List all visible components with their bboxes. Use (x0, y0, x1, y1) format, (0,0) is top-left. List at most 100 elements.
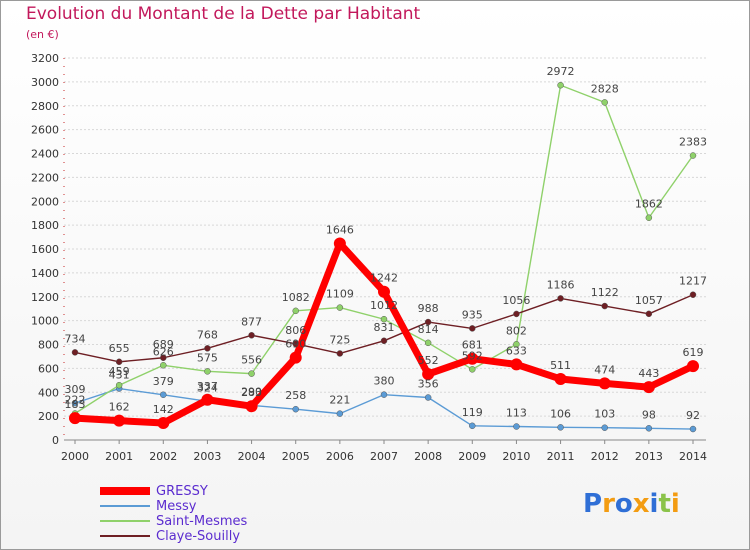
data-point (601, 424, 608, 431)
x-tick-label: 2005 (282, 450, 310, 463)
logo-letter: r (602, 489, 615, 519)
legend-label-messy: Messy (156, 499, 197, 514)
x-tick-label: 2004 (238, 450, 266, 463)
x-tick-label: 2003 (193, 450, 221, 463)
data-label: 221 (329, 394, 350, 407)
data-label: 431 (109, 369, 130, 382)
data-point (245, 400, 258, 413)
x-tick-label: 2014 (679, 450, 707, 463)
data-label: 831 (374, 321, 395, 334)
y-tick-label: 1200 (31, 291, 59, 304)
data-point (554, 372, 567, 385)
data-point (598, 377, 611, 390)
data-point (469, 422, 476, 430)
data-label: 283 (241, 386, 262, 399)
data-label: 1186 (547, 278, 575, 291)
x-tick-label: 2011 (547, 450, 575, 463)
data-label: 511 (550, 359, 571, 372)
y-tick-label: 0 (52, 434, 59, 447)
data-point (201, 393, 214, 406)
y-tick-label: 400 (38, 386, 59, 399)
data-label: 552 (418, 354, 439, 367)
data-point (248, 370, 255, 377)
data-label: 806 (285, 324, 306, 337)
data-point (424, 339, 432, 347)
data-label: 324 (197, 381, 218, 394)
data-label: 443 (638, 367, 659, 380)
data-point (466, 352, 479, 365)
x-tick-label: 2012 (591, 450, 619, 463)
data-point (557, 295, 564, 302)
data-label: 633 (506, 344, 527, 357)
legend-item-messy: Messy (100, 499, 320, 514)
data-point (601, 99, 608, 106)
logo-letter: t (658, 489, 671, 519)
data-label: 356 (418, 378, 439, 391)
x-tick-label: 2013 (635, 450, 663, 463)
data-label: 98 (642, 408, 656, 421)
data-label: 768 (197, 328, 218, 341)
data-label: 556 (241, 354, 262, 367)
chart-legend: GRESSY Messy Saint-Mesmes Claye-Souilly (100, 484, 320, 544)
data-label: 380 (374, 375, 395, 388)
data-point (513, 310, 520, 318)
data-label: 119 (462, 406, 483, 419)
data-point (645, 310, 653, 318)
y-tick-label: 3000 (31, 76, 59, 89)
data-label: 290 (241, 385, 262, 398)
data-point (513, 423, 520, 430)
y-tick-label: 1800 (31, 219, 59, 232)
y-tick-label: 2200 (31, 171, 59, 184)
data-point (557, 81, 564, 89)
data-label: 92 (686, 409, 700, 422)
y-tick-label: 600 (38, 362, 59, 375)
legend-swatch-gressy (100, 487, 150, 495)
data-point (292, 405, 299, 413)
x-tick-label: 2001 (105, 450, 133, 463)
data-label: 1862 (635, 198, 663, 211)
data-label: 103 (594, 408, 615, 421)
data-label: 1109 (326, 288, 354, 301)
data-point (557, 424, 564, 431)
data-point (380, 391, 388, 398)
data-point (689, 425, 697, 433)
x-tick-label: 2007 (370, 450, 398, 463)
data-label: 2383 (679, 136, 707, 149)
data-point (69, 412, 81, 425)
legend-label-saint-mesmes: Saint-Mesmes (156, 514, 248, 529)
logo-letter: o (614, 489, 633, 519)
data-label: 575 (197, 351, 218, 364)
data-point (248, 332, 255, 339)
y-tick-label: 2600 (31, 124, 59, 137)
data-point (289, 351, 302, 364)
y-tick-label: 200 (38, 410, 59, 423)
data-label: 1056 (502, 294, 530, 307)
data-label: 162 (109, 401, 130, 414)
legend-swatch-messy (100, 505, 150, 507)
data-point (513, 341, 520, 348)
data-point (204, 368, 211, 375)
data-label: 337 (197, 380, 218, 393)
data-label: 2828 (591, 82, 619, 95)
legend-item-claye-souilly: Claye-Souilly (100, 529, 320, 544)
logo-letter: x (632, 489, 650, 519)
data-label: 183 (65, 398, 86, 411)
data-point (510, 358, 523, 371)
y-tick-label: 1600 (31, 243, 59, 256)
y-tick-label: 2000 (31, 195, 59, 208)
data-point (380, 315, 388, 323)
data-label: 1012 (370, 299, 398, 312)
data-label: 309 (65, 383, 86, 396)
data-label: 113 (506, 407, 527, 420)
data-point (422, 368, 435, 381)
logo-letter: i (670, 489, 680, 519)
data-label: 592 (462, 349, 483, 362)
chart-title: Evolution du Montant de la Dette par Hab… (26, 4, 421, 24)
data-label: 619 (683, 346, 704, 359)
data-label: 258 (285, 389, 306, 402)
y-tick-label: 800 (38, 339, 59, 352)
data-point (71, 399, 79, 407)
data-label: 1242 (370, 272, 398, 285)
data-label: 106 (550, 407, 571, 420)
data-point (469, 325, 476, 332)
